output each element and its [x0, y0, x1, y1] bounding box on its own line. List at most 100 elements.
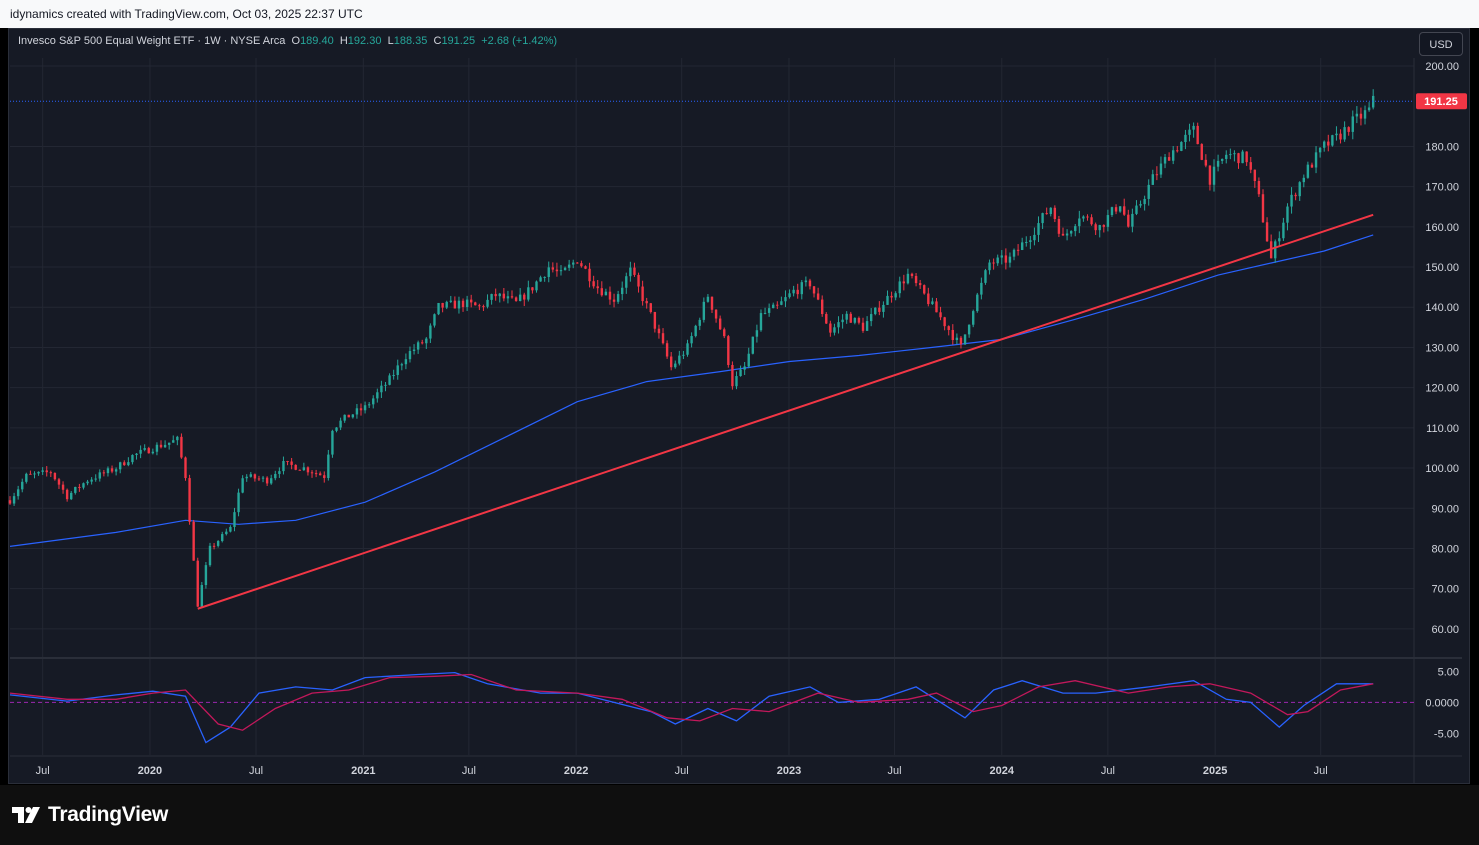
candle-up — [865, 316, 869, 331]
candle-body — [1041, 213, 1044, 224]
candle-up — [604, 288, 608, 296]
candle-body — [65, 489, 69, 500]
candle-down — [298, 469, 301, 471]
candle-down — [576, 262, 579, 264]
candle-down — [829, 320, 832, 337]
candle-up — [747, 347, 750, 369]
candle-up — [25, 472, 28, 484]
candle-up — [1306, 161, 1310, 179]
candle-down — [849, 311, 852, 323]
candle-up — [759, 309, 763, 332]
candle-body — [690, 336, 693, 344]
candle-up — [200, 581, 204, 607]
candle-body — [600, 288, 604, 296]
candle-body — [963, 334, 967, 345]
candle-down — [723, 327, 726, 339]
candle-down — [608, 286, 612, 305]
candle-down — [857, 316, 861, 325]
candle-body — [1016, 249, 1020, 251]
candle-body — [1241, 151, 1244, 164]
candle-body — [474, 302, 477, 306]
candle-body — [808, 280, 812, 287]
candle-up — [221, 531, 224, 543]
candle-up — [1151, 169, 1154, 185]
candle-up — [1192, 122, 1195, 138]
candle-body — [886, 295, 889, 305]
candle-down — [649, 302, 652, 314]
candle-up — [1110, 206, 1114, 217]
candle-body — [437, 302, 440, 315]
candle-body — [1065, 233, 1069, 236]
close-value: 191.25 — [441, 35, 476, 47]
candle-up — [833, 323, 836, 336]
candle-body — [1151, 174, 1154, 185]
candle-up — [837, 316, 840, 334]
candle-body — [833, 327, 836, 333]
candle-up — [1212, 159, 1216, 192]
candle-up — [41, 467, 44, 475]
price-axis-label: 150.00 — [1425, 262, 1459, 274]
candle-body — [1188, 129, 1191, 135]
candle-down — [1359, 107, 1363, 126]
candle-body — [335, 427, 338, 431]
candle-body — [555, 269, 559, 272]
candle-down — [731, 361, 734, 390]
candle-body — [1306, 164, 1310, 178]
candle-up — [1216, 154, 1220, 172]
candle-body — [208, 545, 212, 566]
candle-down — [1057, 215, 1061, 238]
candle-body — [1294, 194, 1297, 197]
candle-body — [739, 369, 742, 377]
candle-body — [123, 462, 126, 466]
candle-body — [1265, 222, 1269, 242]
candle-up — [392, 369, 395, 380]
candle-up — [1290, 187, 1293, 214]
candle-body — [167, 442, 171, 445]
candle-down — [633, 262, 636, 277]
candle-body — [29, 473, 32, 475]
candle-down — [641, 280, 644, 306]
candle-up — [1286, 203, 1289, 231]
candle-body — [649, 303, 652, 313]
candle-down — [592, 275, 595, 289]
candle-body — [110, 468, 114, 472]
candle-up — [416, 340, 420, 354]
candle-body — [400, 364, 404, 366]
candle-up — [127, 457, 130, 467]
time-axis-label: Jul — [249, 765, 263, 777]
candle-body — [559, 270, 563, 272]
candle-body — [1363, 110, 1367, 119]
candle-body — [25, 473, 28, 482]
currency-button[interactable]: USD — [1419, 32, 1463, 56]
tradingview-logo[interactable]: TradingView — [12, 803, 168, 827]
candle-up — [735, 371, 738, 390]
candle-down — [935, 298, 938, 313]
candle-up — [282, 456, 285, 475]
candle-body — [678, 355, 681, 364]
moving-average-line — [9, 234, 1374, 547]
candle-down — [910, 272, 914, 279]
candle-up — [1302, 174, 1306, 188]
candle-body — [686, 343, 689, 355]
candle-up — [106, 466, 110, 477]
candle-body — [290, 461, 293, 465]
candle-body — [669, 356, 673, 368]
candle-body — [825, 314, 828, 324]
candle-up — [208, 542, 212, 567]
candle-body — [1233, 153, 1236, 155]
candle-body — [861, 322, 865, 331]
candle-down — [927, 287, 930, 307]
symbol-name[interactable]: Invesco S&P 500 Equal Weight ETF · 1W · … — [18, 35, 286, 47]
candle-down — [1294, 192, 1297, 201]
oscillator-line-slow — [9, 673, 1374, 731]
candle-down — [825, 312, 828, 325]
candle-body — [959, 337, 963, 345]
candle-body — [1167, 157, 1171, 161]
candle-body — [425, 338, 428, 344]
candle-up — [792, 285, 795, 297]
candle-body — [1278, 238, 1281, 242]
candle-up — [412, 344, 416, 355]
candle-up — [621, 281, 624, 301]
candle-body — [127, 462, 130, 466]
